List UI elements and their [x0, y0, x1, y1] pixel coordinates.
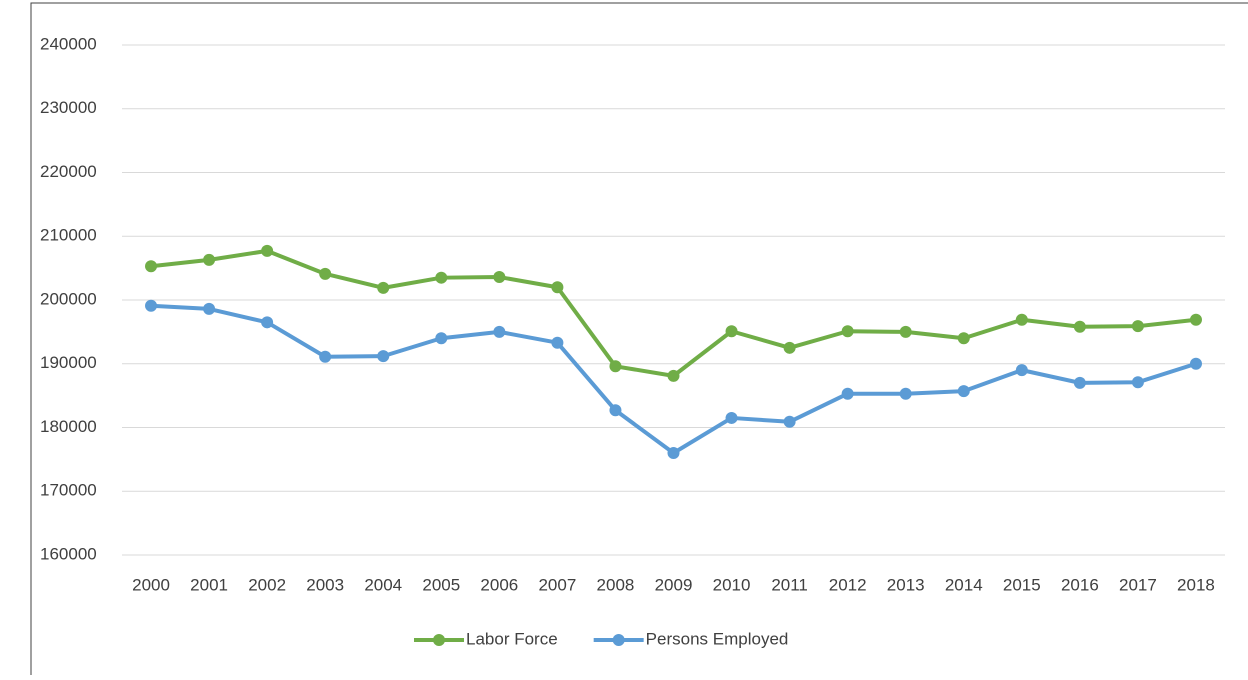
x-tick-label: 2016	[1061, 575, 1099, 594]
x-tick-label: 2013	[887, 575, 925, 594]
point	[667, 369, 680, 382]
y-tick-label: 240000	[40, 34, 97, 53]
point	[725, 411, 738, 424]
point	[1073, 320, 1086, 333]
point	[1131, 320, 1144, 333]
point	[957, 385, 970, 398]
point	[899, 387, 912, 400]
point	[493, 325, 506, 338]
point	[609, 404, 622, 417]
x-tick-label: 2009	[655, 575, 693, 594]
point	[203, 302, 216, 315]
chart-frame	[30, 2, 1248, 680]
point	[957, 332, 970, 345]
point	[435, 271, 448, 284]
x-tick-label: 2012	[829, 575, 867, 594]
point	[551, 336, 564, 349]
point	[725, 325, 738, 338]
point	[899, 325, 912, 338]
point	[319, 267, 332, 280]
x-tick-label: 2002	[248, 575, 286, 594]
point	[145, 260, 158, 273]
legend-label: Persons Employed	[646, 629, 789, 648]
x-tick-label: 2001	[190, 575, 228, 594]
point	[783, 341, 796, 354]
y-tick-label: 180000	[40, 417, 97, 436]
x-tick-label: 2017	[1119, 575, 1157, 594]
x-tick-label: 2006	[480, 575, 518, 594]
y-tick-label: 210000	[40, 226, 97, 245]
point	[203, 253, 216, 266]
point	[493, 271, 506, 284]
x-tick-label: 2008	[597, 575, 635, 594]
point	[319, 350, 332, 363]
y-tick-label: 220000	[40, 162, 97, 181]
point	[841, 325, 854, 338]
legend-label: Labor Force	[466, 629, 558, 648]
point	[1189, 357, 1202, 370]
legend-marker	[433, 634, 445, 646]
point	[667, 447, 680, 459]
point	[783, 415, 796, 428]
y-tick-label: 200000	[40, 289, 97, 308]
x-tick-label: 2015	[1003, 575, 1041, 594]
x-tick-label: 2003	[306, 575, 344, 594]
point	[551, 281, 564, 294]
y-tick-label: 160000	[40, 544, 97, 563]
x-tick-label: 2005	[422, 575, 460, 594]
point	[261, 316, 274, 329]
x-tick-label: 2011	[771, 575, 808, 594]
y-tick-label: 230000	[40, 98, 97, 117]
point	[261, 244, 274, 257]
point	[435, 332, 448, 345]
point	[841, 387, 854, 400]
point	[377, 350, 390, 363]
point	[1015, 313, 1028, 326]
point	[1189, 313, 1202, 326]
point	[1131, 376, 1144, 389]
x-tick-label: 2010	[713, 575, 751, 594]
point	[1073, 376, 1086, 389]
point	[609, 360, 622, 373]
legend-marker	[612, 634, 625, 646]
point	[377, 281, 390, 294]
x-tick-label: 2018	[1177, 575, 1215, 594]
point	[145, 299, 158, 312]
x-tick-label: 2014	[945, 575, 983, 594]
x-tick-label: 2000	[132, 575, 170, 594]
y-tick-label: 190000	[40, 353, 97, 372]
point	[1015, 364, 1028, 377]
x-tick-label: 2007	[538, 575, 576, 594]
x-tick-label: 2004	[364, 575, 402, 594]
y-tick-label: 170000	[40, 481, 97, 500]
